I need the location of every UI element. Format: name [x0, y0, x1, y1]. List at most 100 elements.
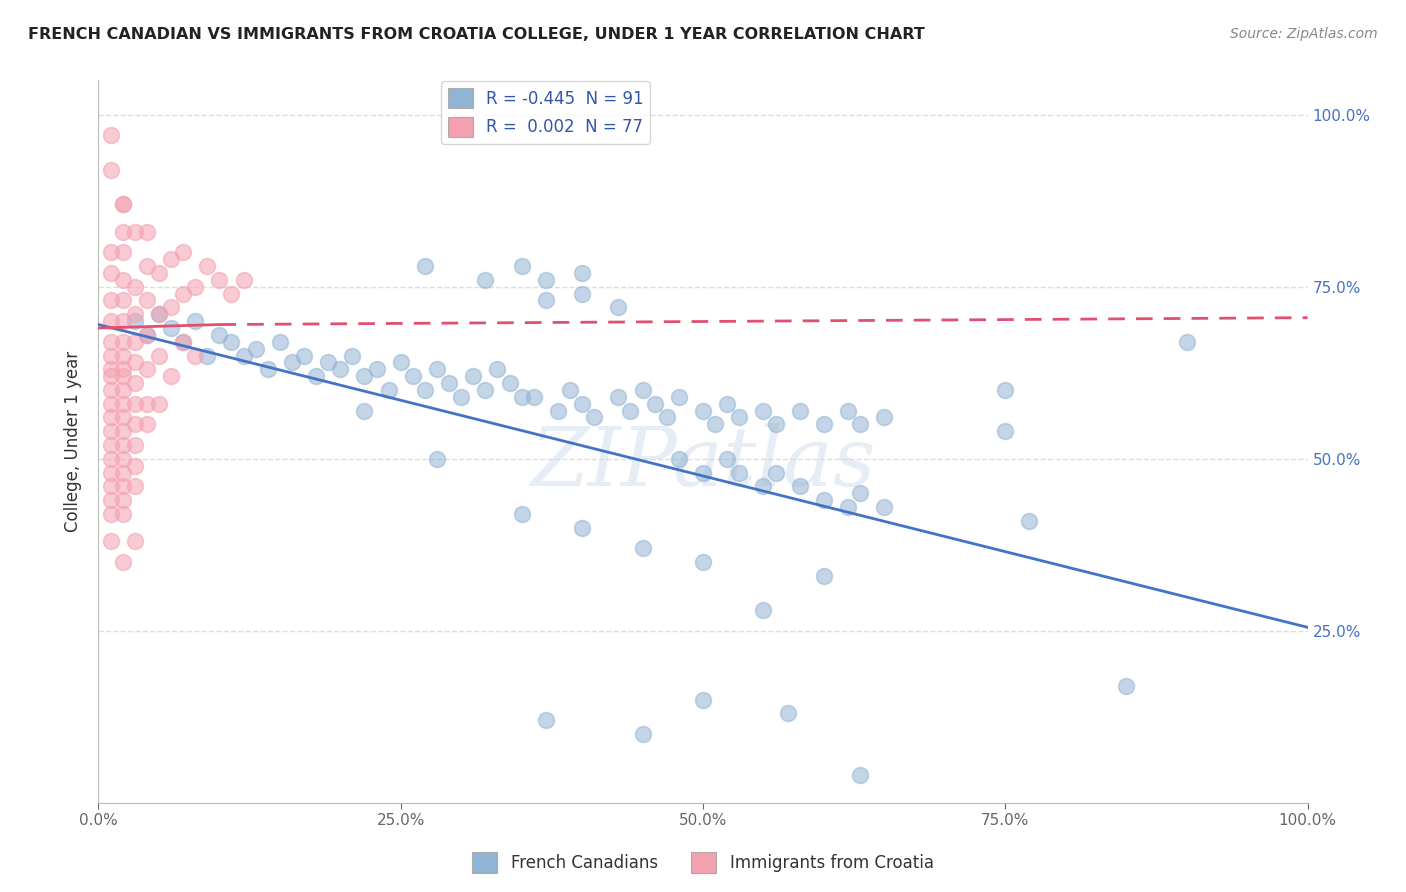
Point: [111, 479, 134, 493]
Point: [195, 259, 218, 273]
Point: [111, 245, 134, 260]
Point: [534, 713, 557, 727]
Point: [100, 534, 122, 549]
Point: [450, 390, 472, 404]
Point: [873, 410, 896, 425]
Point: [100, 334, 122, 349]
Point: [100, 438, 122, 452]
Point: [256, 362, 278, 376]
Point: [100, 424, 122, 438]
Point: [100, 162, 122, 177]
Point: [813, 568, 835, 582]
Point: [463, 369, 485, 384]
Point: [994, 383, 1017, 397]
Point: [184, 349, 207, 363]
Point: [100, 410, 122, 425]
Point: [692, 692, 714, 706]
Point: [571, 397, 593, 411]
Point: [135, 225, 157, 239]
Point: [135, 259, 157, 273]
Point: [728, 466, 751, 480]
Point: [366, 362, 388, 376]
Point: [100, 479, 122, 493]
Point: [100, 362, 122, 376]
Point: [716, 397, 738, 411]
Point: [100, 507, 122, 521]
Point: [849, 486, 872, 500]
Point: [111, 197, 134, 211]
Point: [195, 349, 218, 363]
Point: [245, 342, 267, 356]
Point: [111, 293, 134, 308]
Point: [124, 534, 146, 549]
Point: [148, 397, 170, 411]
Point: [111, 197, 134, 211]
Point: [135, 417, 157, 432]
Point: [474, 383, 496, 397]
Point: [111, 369, 134, 384]
Point: [135, 362, 157, 376]
Point: [111, 362, 134, 376]
Point: [607, 390, 630, 404]
Point: [474, 273, 496, 287]
Point: [111, 397, 134, 411]
Point: [124, 279, 146, 293]
Point: [111, 410, 134, 425]
Point: [353, 369, 375, 384]
Point: [776, 706, 799, 721]
Point: [100, 314, 122, 328]
Point: [631, 541, 654, 556]
Point: [111, 493, 134, 508]
Point: [184, 314, 207, 328]
Point: [668, 390, 690, 404]
Point: [124, 479, 146, 493]
Point: [510, 507, 533, 521]
Point: [704, 417, 727, 432]
Point: [716, 451, 738, 466]
Point: [124, 397, 146, 411]
Point: [100, 493, 122, 508]
Point: [124, 225, 146, 239]
Point: [148, 307, 170, 321]
Point: [100, 369, 122, 384]
Point: [752, 403, 775, 417]
Point: [377, 383, 399, 397]
Point: [534, 293, 557, 308]
Point: [402, 369, 425, 384]
Point: [510, 259, 533, 273]
Point: [873, 500, 896, 514]
Point: [752, 603, 775, 617]
Point: [124, 458, 146, 473]
Point: [172, 245, 194, 260]
Point: [692, 555, 714, 569]
Point: [644, 397, 666, 411]
Point: [172, 286, 194, 301]
Point: [837, 500, 859, 514]
Point: [789, 479, 811, 493]
Point: [571, 286, 593, 301]
Point: [135, 397, 157, 411]
Point: [124, 314, 146, 328]
Point: [789, 403, 811, 417]
Point: [523, 390, 546, 404]
Point: [111, 314, 134, 328]
Point: [124, 417, 146, 432]
Point: [631, 727, 654, 741]
Point: [426, 451, 449, 466]
Point: [269, 334, 291, 349]
Point: [728, 410, 751, 425]
Point: [849, 768, 872, 782]
Point: [534, 273, 557, 287]
Point: [111, 466, 134, 480]
Point: [160, 369, 183, 384]
Point: [124, 334, 146, 349]
Y-axis label: College, Under 1 year: College, Under 1 year: [65, 351, 83, 533]
Point: [765, 466, 787, 480]
Point: [316, 355, 339, 369]
Point: [813, 417, 835, 432]
Point: [353, 403, 375, 417]
Point: [221, 334, 243, 349]
Point: [413, 259, 436, 273]
Point: [111, 225, 134, 239]
Point: [100, 245, 122, 260]
